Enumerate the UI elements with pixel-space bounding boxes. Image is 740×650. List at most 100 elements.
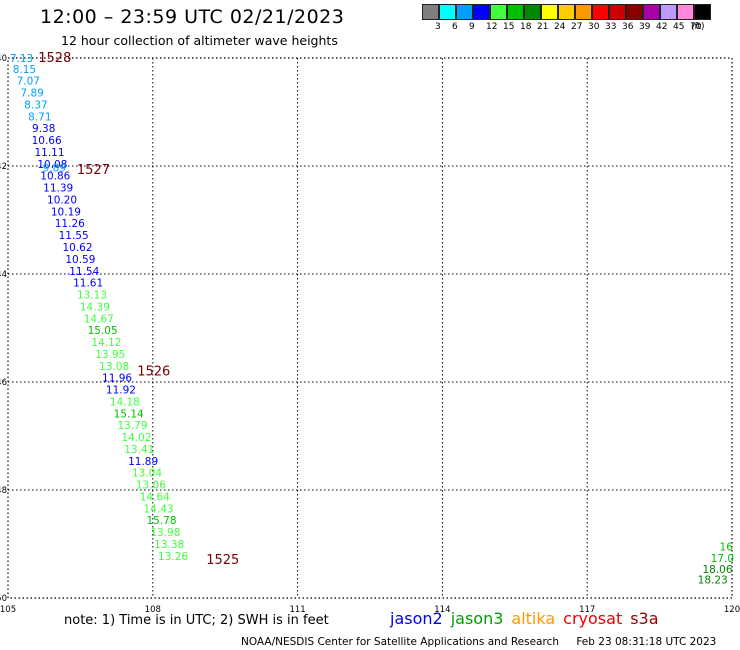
- x-tick-label: 108: [145, 605, 161, 615]
- legend-swatch: [660, 4, 677, 20]
- pass-number-label: 1526: [137, 365, 170, 380]
- legend-label: 24: [554, 22, 566, 32]
- legend-swatch: [422, 4, 439, 20]
- wave-height-reading: 14.02: [121, 432, 151, 444]
- legend-label: 9: [469, 22, 475, 32]
- legend-label: 70: [690, 22, 702, 32]
- map-title: 12:00 – 23:59 UTC 02/21/2023: [40, 6, 345, 28]
- wave-height-reading: 16: [720, 542, 734, 554]
- wave-height-reading: 11.55: [59, 230, 89, 242]
- wave-height-reading: 11.39: [43, 183, 73, 195]
- pass-number-label: 1528: [38, 51, 71, 66]
- wave-height-reading: 10.20: [47, 194, 77, 206]
- wave-height-reading: 14.64: [140, 491, 170, 503]
- x-tick-label: 111: [289, 605, 305, 615]
- legend-swatch: [643, 4, 660, 20]
- wave-height-readings: 7.138.157.077.898.378.719.3810.6611.1110…: [10, 53, 734, 587]
- wave-height-reading: 13.06: [136, 480, 166, 492]
- note-text: note: 1) Time is in UTC; 2) SWH is in fe…: [64, 613, 329, 628]
- x-tick-label: 120: [724, 605, 740, 615]
- wave-height-reading: 11.89: [128, 456, 158, 468]
- legend-label: 6: [452, 22, 458, 32]
- y-tick-label: -40: [0, 54, 7, 64]
- legend-swatch: [524, 4, 541, 20]
- wave-height-reading: 17.0: [711, 553, 734, 565]
- map-grid: [7, 57, 733, 599]
- satellite-label: jason3: [450, 609, 504, 628]
- wave-height-reading: 8.37: [24, 99, 47, 111]
- map-subtitle: 12 hour collection of altimeter wave hei…: [61, 33, 338, 48]
- wave-height-reading: 10.19: [51, 206, 81, 218]
- legend-label: 42: [656, 22, 668, 32]
- legend-label: 30: [588, 22, 600, 32]
- legend-label: 45: [673, 22, 685, 32]
- wave-height-reading: 11.61: [73, 278, 103, 290]
- wave-height-reading: 10.59: [65, 254, 95, 266]
- wave-height-reading: 11.92: [106, 385, 136, 397]
- legend-label: 39: [639, 22, 651, 32]
- legend-swatch: [592, 4, 609, 20]
- y-tick-label: -50: [0, 594, 7, 604]
- legend-swatch: [609, 4, 626, 20]
- legend-swatch: [473, 4, 490, 20]
- wave-height-reading: 7.13: [10, 53, 33, 65]
- legend-label: 33: [605, 22, 617, 32]
- satellite-label: jason2: [390, 609, 443, 628]
- wave-height-reading: 13.98: [150, 527, 180, 539]
- legend-label: 18: [520, 22, 532, 32]
- wave-height-reading: 10.08: [37, 159, 67, 171]
- x-tick-label: 105: [0, 605, 16, 615]
- legend-swatch: [575, 4, 592, 20]
- pass-labels: 1528 1527 1526 1525: [38, 51, 239, 568]
- legend-swatch: [490, 4, 507, 20]
- wave-height-reading: 9.89: [43, 163, 66, 175]
- wave-height-reading: 15.05: [88, 325, 118, 337]
- footer: NOAA/NESDIS Center for Satellite Applica…: [241, 636, 716, 648]
- satellite-label: s3a: [630, 609, 659, 628]
- wave-height-reading: 15.14: [114, 408, 144, 420]
- wave-height-reading: 13.26: [158, 551, 188, 563]
- wave-height-reading: 18.06: [702, 564, 732, 576]
- wave-height-reading: 14.67: [84, 313, 114, 325]
- legend-swatch: [507, 4, 524, 20]
- footer-credit: NOAA/NESDIS Center for Satellite Applica…: [241, 636, 559, 648]
- wave-height-reading: 13.38: [154, 539, 184, 551]
- wave-height-reading: 13.95: [95, 349, 125, 361]
- y-tick-label: -46: [0, 378, 7, 388]
- legend-swatch: [541, 4, 558, 20]
- wave-height-reading: 14.12: [91, 337, 121, 349]
- legend-swatch: [439, 4, 456, 20]
- legend-label: 21: [537, 22, 549, 32]
- satellite-legend: jason2 jason3 altika cryosat s3a: [390, 609, 667, 628]
- wave-height-reading: 13.08: [99, 361, 129, 373]
- wave-height-reading: 8.15: [13, 64, 36, 76]
- wave-height-reading: 10.86: [40, 171, 70, 183]
- wave-height-reading: 13.04: [132, 468, 162, 480]
- wave-height-reading: 9.38: [32, 123, 55, 135]
- wave-height-reading: 8.71: [28, 111, 51, 123]
- axis-ticks: 105 108 111 114 117 120 -40 -42 -44 -46 -48 -50: [0, 54, 740, 615]
- legend-label: 27: [571, 22, 583, 32]
- pass-number-label: 1525: [206, 553, 239, 568]
- wave-height-reading: 14.18: [110, 396, 140, 408]
- wave-height-reading: 11.11: [34, 147, 64, 159]
- x-tick-label: 114: [434, 605, 450, 615]
- legend-label: 12: [486, 22, 498, 32]
- wave-height-reading: 11.26: [55, 218, 85, 230]
- satellite-label: cryosat: [563, 609, 623, 628]
- wave-height-reading: 13.79: [117, 420, 147, 432]
- legend-label: 36: [622, 22, 634, 32]
- wave-height-reading: 10.66: [32, 135, 62, 147]
- legend-swatch: [456, 4, 473, 20]
- wave-height-reading: 10.62: [62, 242, 92, 254]
- wave-height-reading: 15.78: [146, 515, 176, 527]
- legend-swatch: [558, 4, 575, 20]
- wave-height-reading: 14.39: [80, 301, 110, 313]
- pass-number-label: 1527: [77, 163, 110, 178]
- legend-unit: (ft): [691, 22, 705, 32]
- wave-height-reading: 13.41: [124, 444, 154, 456]
- wave-height-reading: 13.13: [77, 290, 107, 302]
- legend-swatch: [694, 4, 711, 20]
- legend-swatch: [677, 4, 694, 20]
